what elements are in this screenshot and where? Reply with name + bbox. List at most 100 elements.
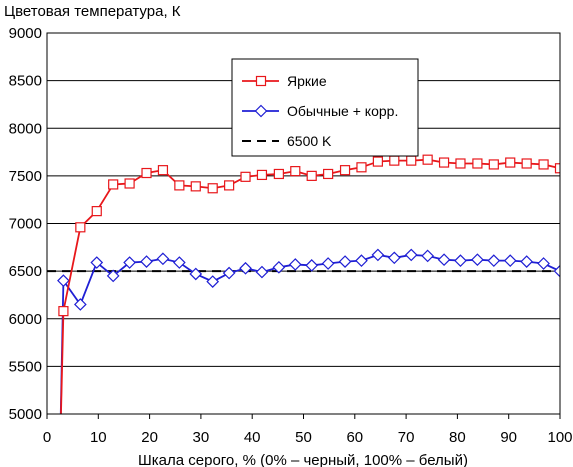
data-point [538,159,549,170]
series-0 [55,154,560,466]
data-point [554,163,560,174]
data-point [503,254,517,267]
data-point [140,255,153,268]
data-point [355,254,368,267]
data-point [222,266,236,280]
y-tick-label: 8500 [9,73,42,90]
data-point [488,159,499,170]
data-point [371,248,385,262]
x-tick-label: 60 [346,429,363,446]
series-line [60,158,560,414]
data-point [553,264,560,278]
data-point [520,255,534,268]
x-tick-label: 50 [295,429,312,446]
data-point [306,170,317,181]
legend-item: Яркие [242,73,327,89]
data-point [389,155,400,166]
data-point [422,154,433,165]
data-point [240,171,251,182]
data-point [73,298,87,311]
data-point [254,104,268,118]
legend-label: 6500 K [287,133,332,149]
data-point [108,179,119,190]
x-tick-label: 20 [141,429,158,446]
plot-frame [46,32,561,415]
data-point [272,260,286,274]
data-point [339,165,351,176]
data-point [255,75,267,87]
data-point [206,275,220,288]
x-tick-label: 0 [43,429,51,446]
y-tick-label: 5500 [9,358,42,375]
y-tick-label: 8000 [9,120,42,137]
data-point [256,169,268,181]
data-point [57,274,70,287]
data-point [521,158,532,169]
series-1 [54,248,560,467]
y-tick-label: 7500 [9,168,42,185]
data-point [290,166,301,177]
x-tick-label: 30 [193,429,210,446]
data-point [157,165,169,176]
legend-item: Обычные + корр. [242,103,398,119]
data-point [338,255,352,268]
data-point [239,261,252,275]
y-tick-label: 9000 [9,25,42,42]
data-point [90,256,104,269]
y-tick-label: 7000 [9,216,42,233]
data-point [58,306,69,317]
y-tick-label: 6500 [9,263,42,280]
y-axis-title: Цветовая температура, К [4,3,181,20]
data-point [55,457,64,466]
data-point [123,256,136,269]
data-point [91,206,102,217]
data-point [421,249,434,263]
data-point [190,181,201,192]
x-axis-title: Шкала серого, % (0% – черный, 100% – бел… [138,452,468,467]
data-point [471,253,484,267]
data-point [537,257,550,270]
x-tick-label: 100 [547,429,572,446]
data-point [207,183,218,194]
x-tick-label: 80 [449,429,466,446]
legend: Яркие Обычные + корр. 6500 K [231,58,419,157]
data-point [505,157,516,168]
data-point [437,253,451,267]
data-point [124,178,135,189]
x-tick-label: 90 [500,429,517,446]
data-point [141,167,152,179]
data-point [273,168,284,180]
data-point [255,265,269,279]
data-point [224,180,235,191]
data-point [321,257,335,270]
data-point [106,269,120,283]
series-layer [47,154,560,467]
data-point [404,248,418,262]
data-point [305,259,319,272]
data-point [472,158,483,169]
legend-label: Яркие [287,73,327,89]
legend-item: 6500 K [242,133,332,149]
data-point [288,258,302,271]
data-point [189,267,203,281]
data-point [455,158,466,169]
data-point [323,168,334,180]
x-tick-label: 40 [244,429,261,446]
data-point [372,156,383,167]
x-tick-label: 70 [398,429,415,446]
data-point [406,155,417,166]
data-point [438,157,450,168]
data-point [454,254,467,267]
data-point [487,254,501,267]
data-point [174,180,185,191]
legend-label: Обычные + корр. [287,103,398,119]
data-point [387,251,401,265]
x-tick-label: 10 [90,429,107,446]
data-point [173,256,186,269]
y-tick-label: 5000 [9,406,42,423]
data-point [54,456,65,467]
y-tick-label: 6000 [9,311,42,328]
data-point [356,162,367,173]
data-point [75,222,86,233]
